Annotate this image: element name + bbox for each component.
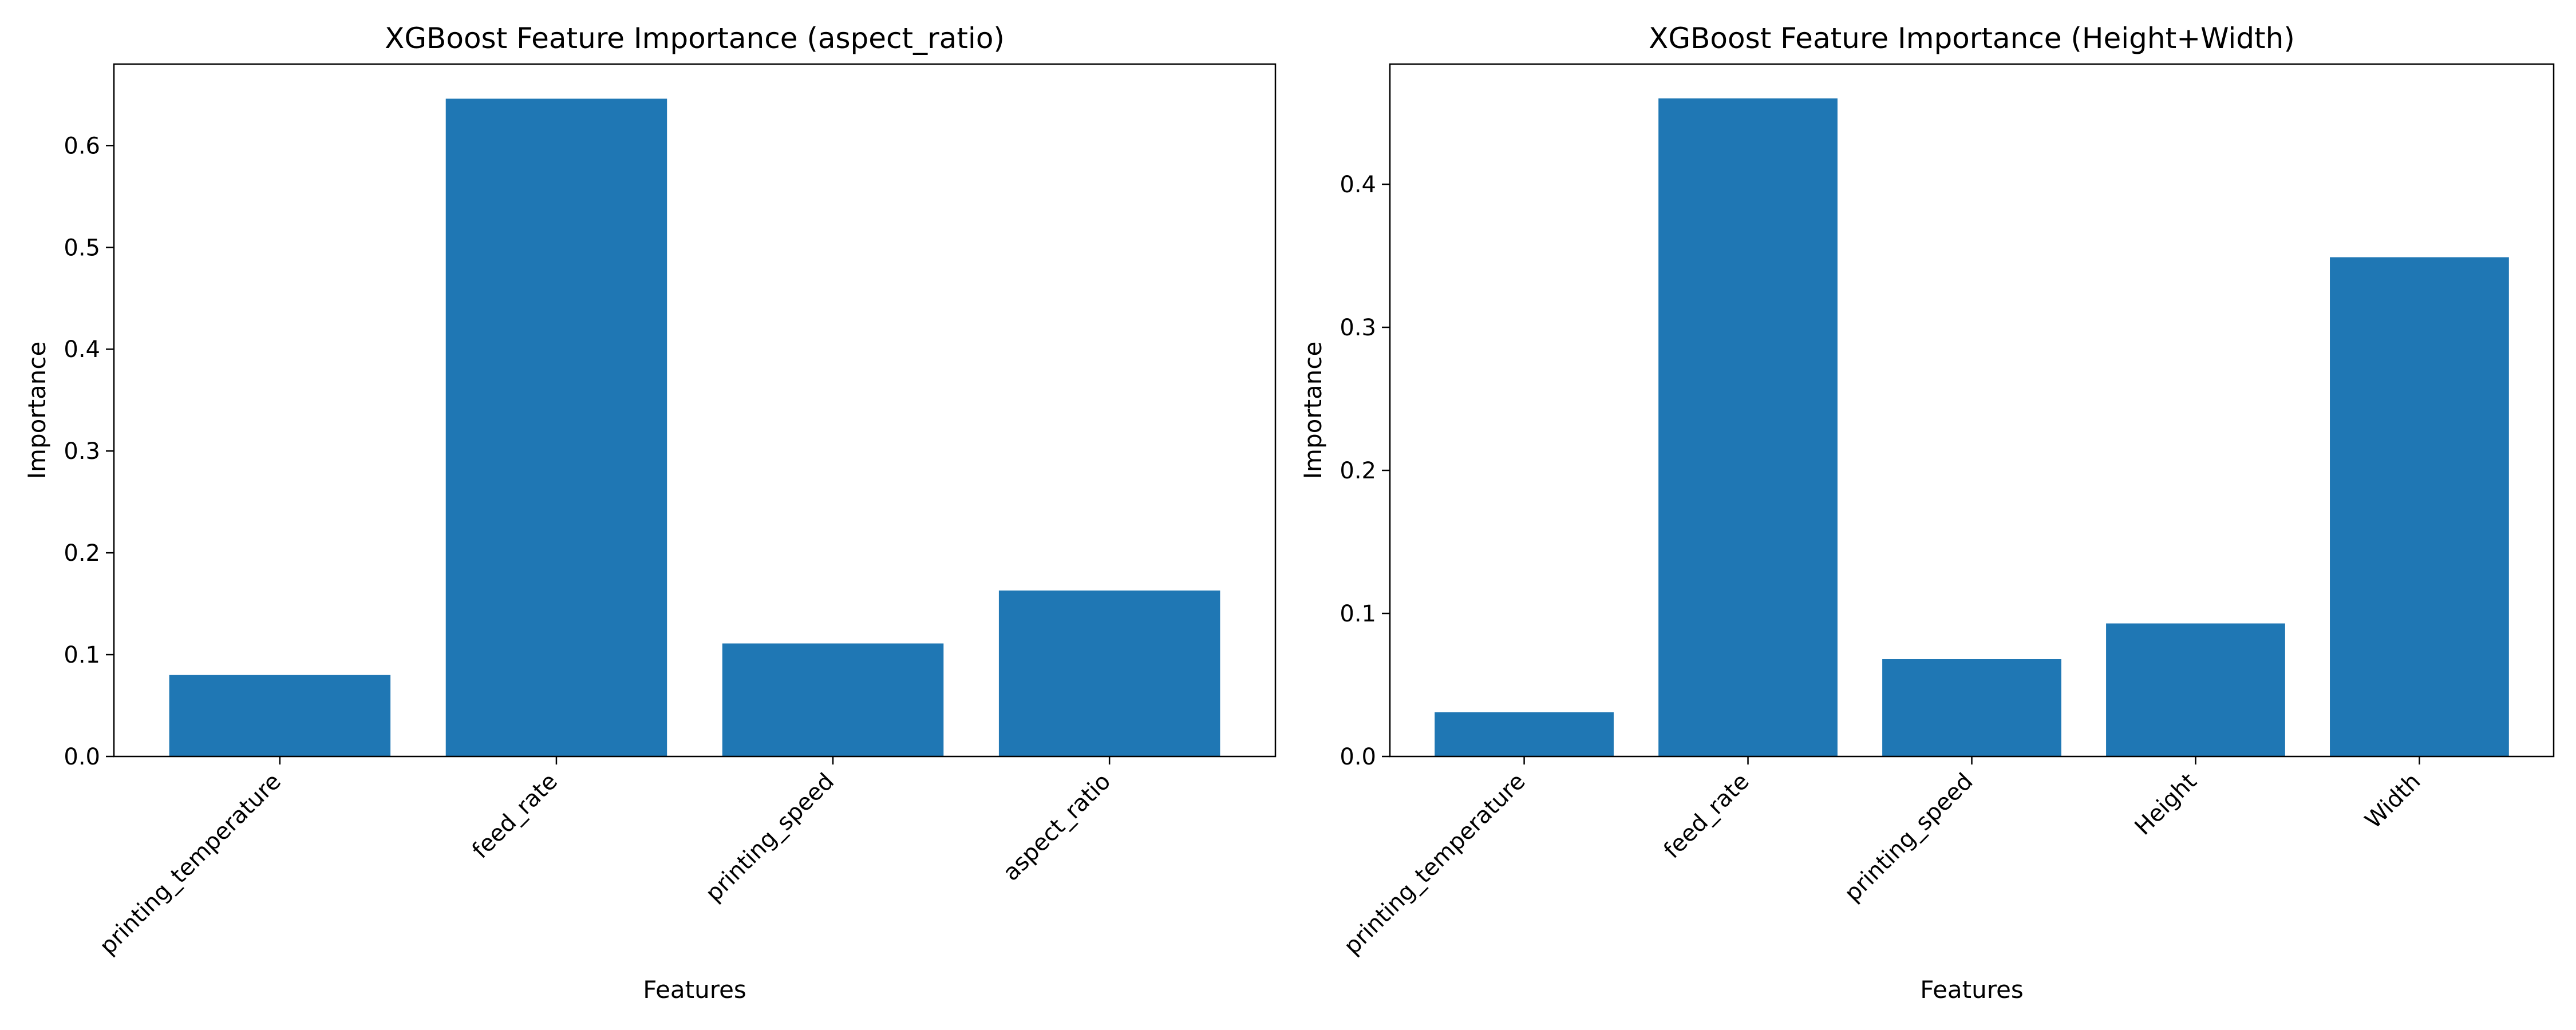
bar-printing-temperature (169, 675, 391, 756)
x-tick-label: printing_temperature (1339, 768, 1531, 960)
y-tick-label: 0.4 (1340, 172, 1376, 198)
x-tick-label: printing_temperature (94, 768, 286, 960)
y-tick-label: 0.3 (64, 438, 100, 465)
y-tick-label: 0.0 (1340, 744, 1376, 770)
y-axis-label: Importance (23, 342, 51, 480)
chart-title: XGBoost Feature Importance (aspect_ratio… (385, 22, 1005, 55)
y-tick-label: 0.0 (64, 744, 100, 770)
axes-frame (113, 63, 1277, 758)
chart-panel-height-width: 0.0 0.1 0.2 0.3 0.4 printing_temperature feed_… (1299, 22, 2555, 1004)
y-axis-label: Importance (1299, 342, 1327, 480)
y-tick-label: 0.4 (64, 336, 100, 363)
x-tick-label: printing_speed (701, 768, 839, 907)
bar-printing-speed (1882, 659, 2061, 756)
chart-title: XGBoost Feature Importance (Height+Width… (1649, 22, 2295, 55)
y-tick-label: 0.2 (1340, 458, 1376, 484)
y-tick-label: 0.6 (64, 133, 100, 159)
chart-panel-aspect-ratio: 0.0 0.1 0.2 0.3 0.4 0.5 0.6 printing_temperatur… (23, 22, 1277, 1004)
y-tick-label: 0.1 (1340, 601, 1376, 627)
x-tick-label: feed_rate (1659, 768, 1755, 864)
x-tick-label: Width (2360, 768, 2426, 834)
x-tick-label: printing_speed (1839, 768, 1978, 907)
x-axis-label: Features (1920, 976, 2024, 1004)
y-tick-label: 0.3 (1340, 315, 1376, 341)
x-tick-label: aspect_ratio (998, 768, 1116, 886)
bar-height (2106, 623, 2285, 756)
bar-width (2330, 257, 2509, 756)
bar-printing-speed (722, 643, 944, 756)
bar-aspect-ratio (998, 590, 1220, 756)
bar-printing-temperature (1435, 712, 1614, 756)
x-tick-label: Height (2130, 768, 2202, 841)
y-tick-label: 0.2 (64, 540, 100, 566)
x-tick-label: feed_rate (467, 768, 563, 864)
bar-feed-rate (445, 98, 667, 756)
x-axis-label: Features (643, 976, 746, 1004)
y-tick-label: 0.5 (64, 235, 100, 261)
bar-feed-rate (1658, 98, 1838, 756)
y-tick-label: 0.1 (64, 642, 100, 668)
